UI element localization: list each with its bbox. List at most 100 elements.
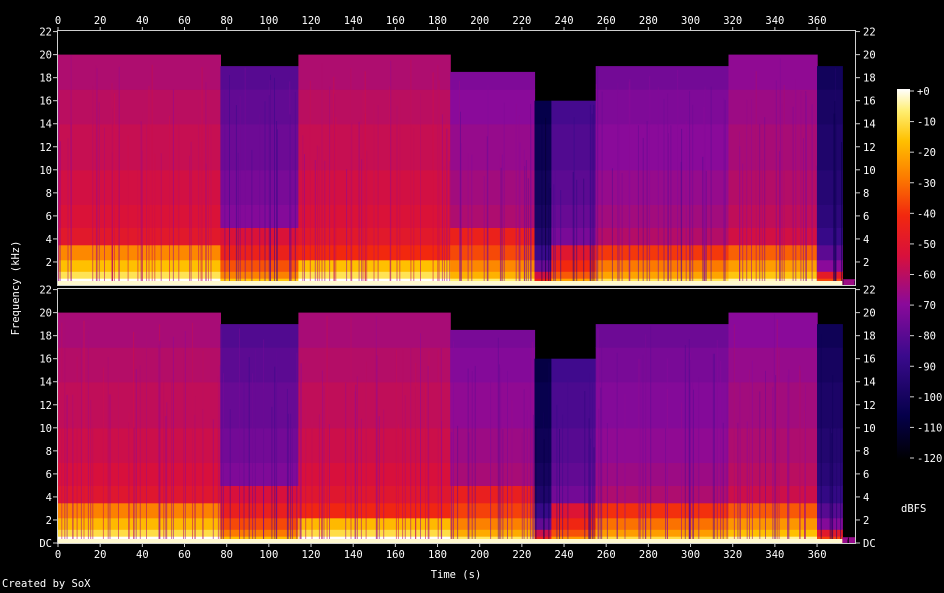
transient-streak [239, 95, 241, 285]
transient-streak [248, 357, 250, 543]
heat-cell-4 [534, 204, 552, 228]
heat-cell-3 [450, 529, 536, 537]
colorbar-label: dBFS [901, 503, 926, 515]
transient-streak [733, 324, 735, 543]
transient-streak [304, 154, 305, 285]
transient-streak [746, 421, 748, 543]
heat-cell-0 [58, 502, 221, 519]
transient-streak [291, 427, 293, 543]
transient-streak [681, 128, 683, 285]
transient-streak [665, 428, 666, 543]
transient-streak [800, 91, 802, 285]
x-tick-label-top: 280 [639, 15, 658, 27]
transient-streak [329, 424, 330, 543]
y-tick-label-right: DC [863, 538, 876, 550]
transient-streak [705, 170, 707, 285]
heat-cell-0 [58, 312, 221, 348]
transient-streak [254, 349, 256, 543]
transient-streak [459, 80, 460, 285]
transient-streak [467, 153, 469, 285]
transient-streak [535, 426, 537, 543]
transient-streak [148, 85, 150, 285]
heat-cell-6 [595, 427, 730, 463]
heat-cell-6 [595, 324, 730, 348]
transient-streak [201, 67, 203, 285]
transient-streak [128, 412, 130, 543]
transient-streak [616, 352, 618, 543]
transient-streak [835, 119, 837, 285]
transient-streak [781, 103, 783, 285]
transient-streak [159, 340, 161, 543]
transient-streak [318, 146, 320, 285]
transient-streak [792, 106, 794, 285]
transient-streak [190, 141, 192, 285]
transient-streak [545, 117, 547, 285]
heat-cell-9 [842, 279, 855, 285]
y-tick-label-left: 8 [46, 446, 52, 458]
transient-streak [515, 103, 517, 285]
transient-streak [316, 145, 318, 285]
heat-cell-5 [551, 358, 597, 383]
transient-streak [118, 378, 119, 543]
heat-cell-8 [817, 169, 843, 205]
transient-streak [779, 58, 781, 285]
transient-streak [92, 85, 94, 285]
transient-streak [601, 343, 603, 543]
transient-streak [611, 168, 613, 285]
x-tick-label-bottom: 260 [597, 549, 616, 561]
transient-streak [500, 368, 502, 543]
transient-streak [251, 149, 253, 285]
heat-cell-1 [220, 66, 299, 90]
transient-streak [402, 349, 404, 543]
transient-streak [425, 383, 426, 543]
x-tick-label-bottom: 60 [178, 549, 191, 561]
x-tick-label-bottom: 180 [428, 549, 447, 561]
heat-cell-2 [298, 89, 451, 125]
heat-cell-8 [817, 66, 843, 90]
transient-streak [354, 391, 356, 543]
transient-streak [87, 331, 89, 543]
transient-streak [722, 422, 724, 543]
y-tick-label-right: 20 [863, 308, 876, 320]
transient-streak [657, 87, 659, 285]
transient-streak [217, 376, 219, 543]
y-tick-label-right: 8 [863, 446, 869, 458]
transient-streak [703, 106, 705, 285]
transient-streak [759, 123, 761, 285]
heat-cell-2 [298, 244, 451, 261]
transient-streak [321, 63, 323, 285]
transient-streak [598, 408, 600, 543]
heat-cell-4 [534, 123, 552, 171]
heat-cell-2 [298, 271, 451, 279]
transient-streak [377, 105, 379, 285]
transient-streak [323, 385, 325, 543]
transient-streak [639, 358, 641, 543]
x-tick-label-bottom: 120 [302, 549, 321, 561]
y-tick-label-left: 6 [46, 211, 52, 223]
transient-streak [453, 341, 454, 543]
transient-streak [787, 375, 789, 543]
y-tick-label-left: 16 [39, 354, 52, 366]
y-tick-label-left: 22 [39, 285, 52, 297]
transient-streak [593, 104, 595, 285]
transient-streak [642, 354, 644, 543]
transient-streak [638, 358, 640, 543]
x-tick-label-bottom: 320 [723, 549, 742, 561]
transient-streak [498, 364, 500, 543]
transient-streak [300, 363, 302, 543]
transient-streak [761, 159, 763, 285]
channel-2-frame [57, 288, 856, 544]
heat-cell-4 [534, 227, 552, 246]
heat-cell-7 [728, 54, 818, 90]
transient-streak [113, 93, 115, 285]
x-tick-label-bottom: 40 [136, 549, 149, 561]
y-tick-label-right: 12 [863, 142, 876, 154]
transient-streak [530, 120, 532, 285]
y-tick-label-right: 4 [863, 234, 869, 246]
heat-cell-3 [450, 485, 536, 504]
colorbar-tick-label: -120 [917, 453, 942, 465]
heat-cell-0 [58, 517, 221, 530]
transient-streak [739, 381, 741, 543]
heat-cell-3 [450, 517, 536, 530]
transient-streak [788, 369, 790, 543]
